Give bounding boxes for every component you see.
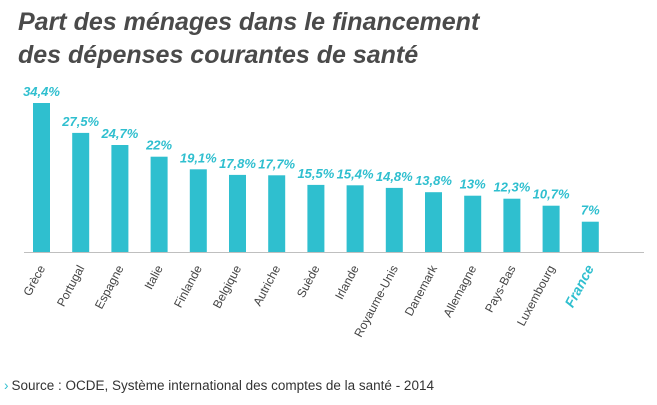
- value-label-3: 22%: [145, 138, 172, 153]
- value-label-12: 12,3%: [493, 180, 530, 195]
- value-label-5: 17,8%: [219, 156, 256, 171]
- bar-12: [503, 198, 521, 252]
- bar-8: [346, 185, 364, 252]
- value-label-14: 7%: [581, 203, 600, 218]
- category-label-3: Italie: [141, 263, 165, 292]
- category-label-11: Allemagne: [440, 263, 479, 320]
- value-label-11: 13%: [460, 177, 486, 192]
- bar-6: [268, 175, 286, 252]
- chart-title-line-2: des dépenses courantes de santé: [18, 41, 419, 69]
- category-label-6: Autriche: [250, 263, 283, 309]
- bar-9: [385, 187, 403, 252]
- bar-3: [150, 156, 168, 252]
- value-label-10: 13,8%: [415, 173, 452, 188]
- category-label-14: France: [561, 262, 597, 310]
- bar-5: [229, 174, 246, 252]
- bar-1: [72, 132, 90, 252]
- category-label-13: Luxembourg: [514, 263, 558, 328]
- bar-11: [464, 195, 482, 252]
- category-label-1: Portugal: [54, 263, 87, 309]
- bar-10: [425, 192, 442, 252]
- category-label-10: Danemark: [402, 262, 441, 318]
- value-label-2: 24,7%: [100, 126, 138, 141]
- value-label-0: 34,4%: [23, 84, 60, 99]
- category-label-5: Belgique: [210, 263, 244, 311]
- value-label-7: 15,5%: [297, 166, 334, 181]
- chevron-right-icon: ›: [4, 378, 9, 393]
- bar-4: [189, 169, 207, 252]
- chart-title-line-1: Part des ménages dans le financement: [18, 8, 480, 36]
- category-label-12: Pays-Bas: [482, 263, 518, 315]
- bar-14: [581, 221, 599, 252]
- source-text: Source : OCDE, Système international des…: [11, 378, 434, 393]
- bar-2: [111, 145, 129, 252]
- bar-7: [307, 184, 325, 252]
- bar-0: [33, 103, 50, 252]
- category-label-2: Espagne: [92, 263, 127, 312]
- category-label-0: Grèce: [20, 263, 48, 299]
- category-label-8: Irlande: [332, 263, 362, 302]
- bar-13: [542, 205, 560, 252]
- category-label-7: Suède: [294, 263, 323, 300]
- value-label-8: 15,4%: [337, 166, 374, 181]
- value-label-6: 17,7%: [258, 156, 295, 171]
- value-label-1: 27,5%: [61, 114, 99, 129]
- value-label-4: 19,1%: [180, 150, 217, 165]
- category-label-4: Finlande: [171, 263, 205, 311]
- value-label-13: 10,7%: [533, 187, 570, 202]
- value-label-9: 14,8%: [376, 169, 413, 184]
- source-note: › Source : OCDE, Système international de…: [4, 378, 434, 393]
- chart-title: Part des ménages dans le financement des…: [18, 6, 648, 72]
